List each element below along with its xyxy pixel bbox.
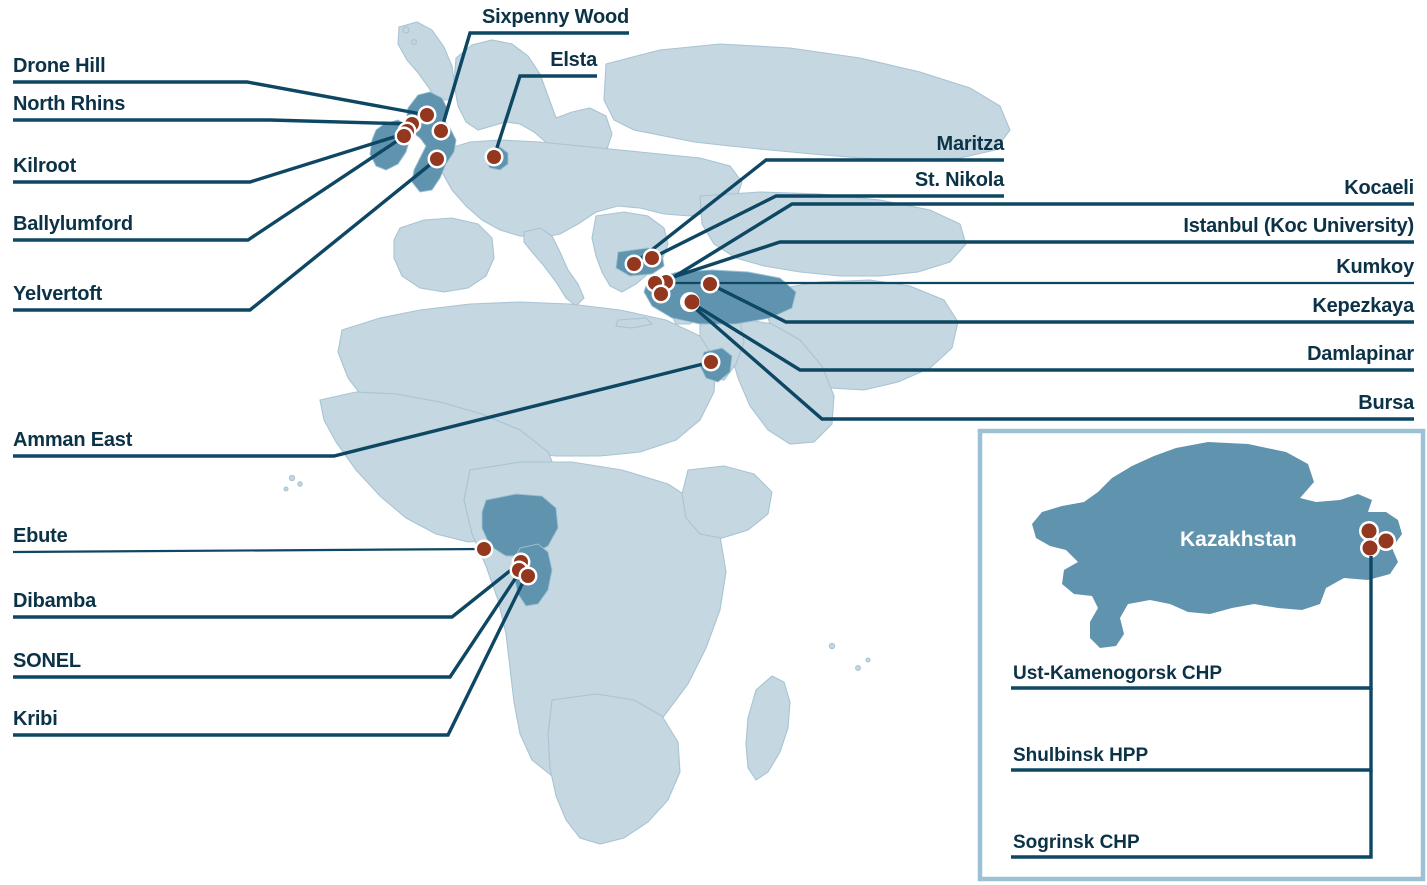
leader-drone-hill	[13, 80, 428, 117]
label-ebute[interactable]: Ebute	[13, 525, 68, 547]
label-ballylumford[interactable]: Ballylumford	[13, 213, 133, 235]
leader-sixpenny-wood	[439, 31, 629, 132]
marker-ebute	[474, 539, 494, 559]
label-st-nikola[interactable]: St. Nikola	[914, 169, 1004, 191]
inset-country-label: Kazakhstan	[1180, 528, 1297, 551]
leader-kepezkaya	[709, 282, 1414, 324]
leader-kilroot	[13, 130, 411, 184]
kazakhstan-shape	[1032, 442, 1402, 648]
leader-sogrinsk-chp	[1011, 770, 1373, 859]
leader-ebute	[12, 547, 485, 554]
country-nigeria	[481, 493, 559, 557]
label-amman-east[interactable]: Amman East	[13, 429, 133, 451]
label-shulbinsk-hpp[interactable]: Shulbinsk HPP	[1013, 745, 1149, 766]
label-sixpenny-wood[interactable]: Sixpenny Wood	[481, 6, 629, 28]
marker-amman-east	[701, 352, 721, 372]
landmass-group	[283, 21, 1011, 845]
leader-st-nikola	[651, 194, 1004, 260]
marker-drone-hill	[417, 105, 437, 125]
leader-damlapinar	[689, 300, 1414, 372]
leader-kocaeli	[663, 202, 1414, 285]
label-ust-kamenogorsk-chp[interactable]: Ust-Kamenogorsk CHP	[1013, 663, 1223, 684]
label-kepezkaya[interactable]: Kepezkaya	[1312, 295, 1414, 317]
label-maritza[interactable]: Maritza	[936, 133, 1004, 155]
leader-maritza	[632, 158, 1004, 266]
marker-ust-kamenogorsk-chp	[1359, 521, 1379, 541]
marker-maritza	[624, 254, 644, 274]
leader-dibamba	[13, 560, 523, 619]
marker-elsta	[484, 147, 504, 167]
label-istanbul-koc-university[interactable]: Istanbul (Koc University)	[1183, 215, 1414, 237]
marker-kepezkaya	[700, 274, 720, 294]
marker-damlapinar	[680, 292, 700, 312]
label-dibamba[interactable]: Dibamba	[13, 590, 97, 612]
label-bursa[interactable]: Bursa	[1358, 392, 1414, 414]
label-elsta[interactable]: Elsta	[550, 49, 597, 71]
marker-shulbinsk-hpp	[1376, 531, 1396, 551]
marker-yelvertoft	[427, 149, 447, 169]
leader-bursa	[687, 301, 1414, 421]
leader-amman-east	[13, 360, 712, 458]
label-kocaeli[interactable]: Kocaeli	[1344, 177, 1414, 199]
label-kumkoy[interactable]: Kumkoy	[1336, 256, 1414, 278]
marker-st-nikola	[642, 248, 662, 268]
leader-istanbul	[657, 240, 1414, 284]
leader-elsta	[492, 74, 597, 158]
leader-yelvertoft	[13, 157, 439, 312]
label-kilroot[interactable]: Kilroot	[13, 155, 77, 177]
label-damlapinar[interactable]: Damlapinar	[1307, 343, 1414, 365]
label-north-rhins[interactable]: North Rhins	[13, 93, 126, 115]
kazakhstan-inset	[977, 428, 1426, 882]
leader-lines-group	[12, 31, 1414, 737]
label-sonel[interactable]: SONEL	[13, 650, 81, 672]
label-kribi[interactable]: Kribi	[13, 708, 58, 730]
marker-kribi	[518, 566, 538, 586]
marker-kumkoy	[651, 284, 671, 304]
marker-ballylumford	[394, 126, 414, 146]
markers-group	[394, 105, 721, 586]
marker-sixpenny-wood	[431, 121, 451, 141]
marker-sogrinsk-chp	[1360, 538, 1380, 558]
label-sogrinsk-chp[interactable]: Sogrinsk CHP	[1013, 832, 1140, 853]
leader-north-rhins	[13, 118, 413, 126]
leader-ballylumford	[13, 131, 410, 242]
leader-kribi	[13, 575, 528, 737]
leader-sonel	[13, 569, 523, 679]
label-drone-hill[interactable]: Drone Hill	[13, 55, 106, 77]
label-yelvertoft[interactable]: Yelvertoft	[13, 283, 103, 305]
